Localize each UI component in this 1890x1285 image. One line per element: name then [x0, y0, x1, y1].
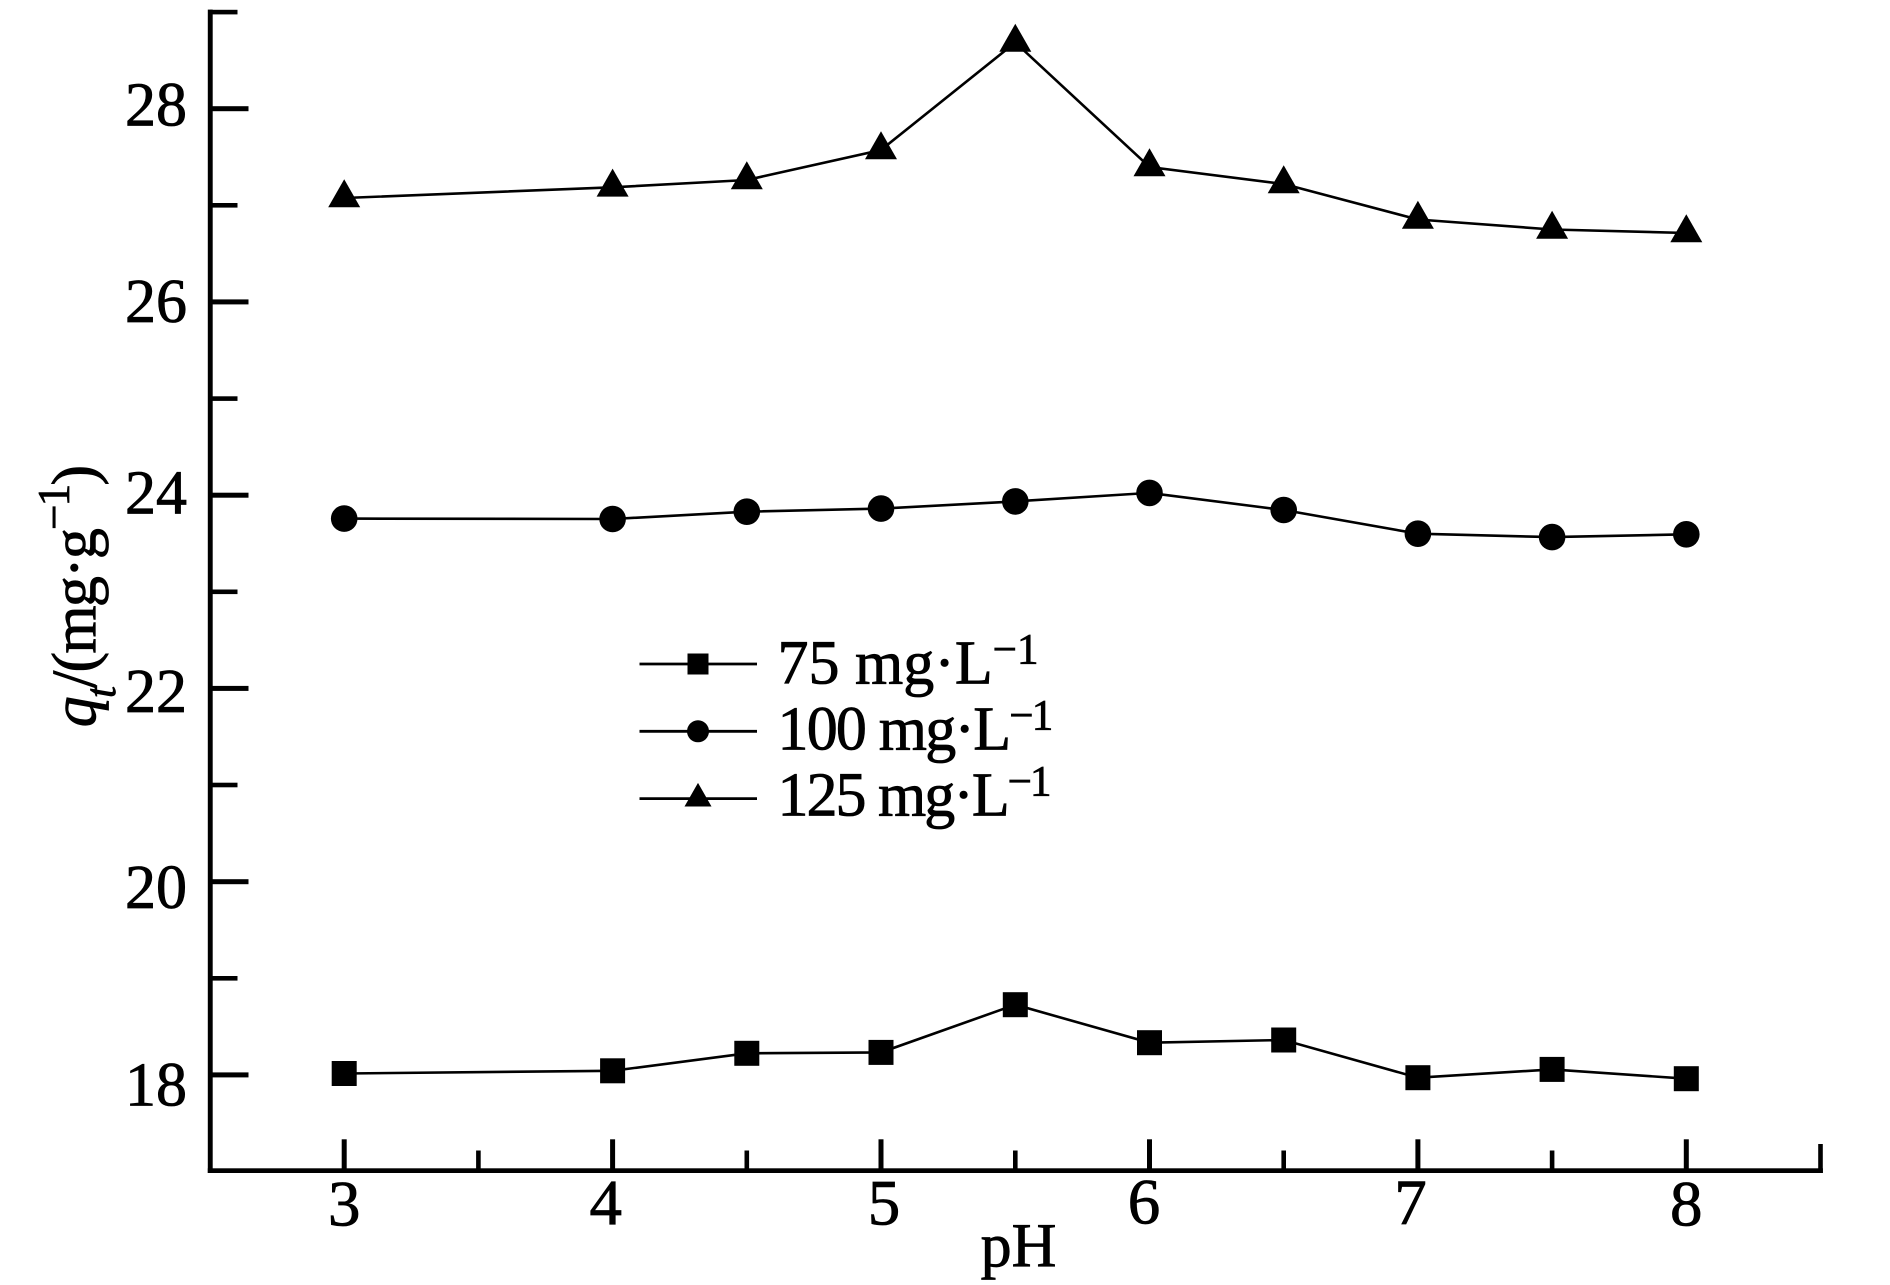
svg-text:qt/(mg·g−1): qt/(mg·g−1) [29, 467, 125, 727]
svg-text:18: 18 [125, 1052, 187, 1120]
svg-text:3: 3 [328, 1169, 361, 1241]
svg-text:8: 8 [1670, 1169, 1703, 1241]
svg-text:7: 7 [1394, 1167, 1427, 1239]
svg-text:20: 20 [125, 854, 187, 922]
svg-text:26: 26 [125, 268, 187, 336]
svg-text:4: 4 [589, 1168, 622, 1240]
svg-text:pH: pH [981, 1212, 1057, 1280]
svg-text:5: 5 [868, 1168, 901, 1240]
svg-text:24: 24 [125, 460, 187, 528]
svg-text:28: 28 [125, 72, 187, 140]
svg-text:100 mg·L−1: 100 mg·L−1 [778, 693, 1052, 764]
svg-text:6: 6 [1128, 1167, 1161, 1239]
svg-text:22: 22 [125, 658, 187, 726]
svg-text:125 mg·L−1: 125 mg·L−1 [778, 759, 1050, 830]
